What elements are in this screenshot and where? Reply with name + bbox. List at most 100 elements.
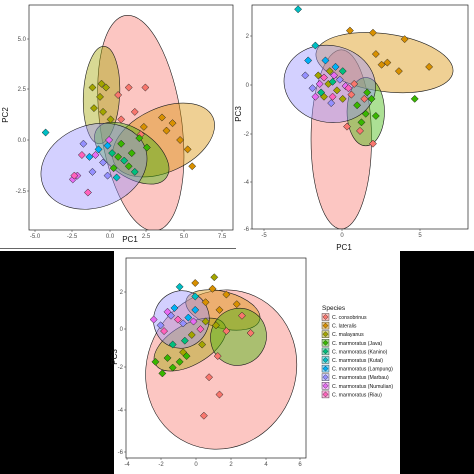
point-c-marmoratus-marbau: [335, 75, 344, 84]
point-c-malayanus: [96, 92, 104, 101]
point-c-lateralis: [139, 122, 148, 131]
legend-label: C. consobrinus: [332, 315, 367, 321]
x-tick-label: 0: [340, 233, 344, 239]
point-c-lateralis: [394, 67, 403, 76]
point-c-marmoratus-java: [114, 152, 123, 161]
point-c-malayanus: [210, 273, 219, 282]
y-tick-label: -2.5: [16, 189, 27, 195]
y-tick-label: 2: [120, 290, 124, 296]
x-tick-label: 0.0: [106, 234, 115, 240]
point-c-marmoratus-kutai: [112, 173, 121, 182]
point-c-lateralis: [158, 113, 166, 122]
y-tick-label: -2: [118, 365, 124, 371]
legend-item: C. lateralis: [321, 321, 357, 330]
point-c-marmoratus-marbau: [88, 167, 97, 176]
x-tick-label: 5.0: [180, 234, 189, 240]
point-c-marmoratus-lampung: [94, 145, 103, 154]
point-c-marmoratus-lampung: [331, 62, 340, 71]
legend-marker-diamond: [322, 365, 329, 372]
point-c-consobrinus: [130, 107, 139, 116]
point-c-consobrinus: [343, 122, 351, 131]
point-c-marmoratus-lampung: [184, 313, 193, 322]
point-c-marmoratus-java: [410, 94, 419, 103]
point-c-marmoratus-kutai: [41, 128, 50, 137]
point-c-marmoratus-lampung: [191, 305, 200, 314]
legend-marker-diamond: [322, 391, 329, 398]
point-c-lateralis: [369, 28, 377, 37]
point-c-marmoratus-java: [168, 363, 177, 372]
point-c-marmoratus-java: [142, 143, 151, 152]
point-c-marmoratus-kanino: [317, 88, 326, 97]
y-tick-label: -2: [244, 132, 250, 138]
y-tick-label: 0.0: [18, 138, 27, 144]
point-c-marmoratus-marbau: [156, 321, 165, 330]
y-tick-label: 0: [246, 83, 250, 89]
point-c-marmoratus-riau: [344, 84, 353, 93]
legend-marker-diamond: [322, 382, 329, 389]
point-c-marmoratus-marbau: [99, 158, 107, 167]
point-c-consobrinus: [360, 94, 369, 103]
plot-background: [252, 5, 468, 229]
legend-item: C. consobrinus: [321, 313, 367, 321]
point-c-malayanus: [198, 340, 207, 349]
point-c-consobrinus: [114, 91, 123, 99]
x-axis-label: PC1: [336, 243, 352, 252]
legend-label: C. marmoratus (Kutai): [332, 358, 383, 364]
black-margin-left: [0, 251, 114, 474]
point-c-marmoratus-java: [363, 88, 372, 97]
point-c-marmoratus-riau: [70, 171, 79, 180]
point-c-marmoratus-java: [182, 352, 191, 361]
point-c-marmoratus-lampung: [321, 56, 330, 65]
point-c-marmoratus-lampung: [103, 141, 112, 150]
point-c-malayanus: [88, 83, 97, 92]
point-c-consobrinus: [246, 329, 255, 337]
point-c-marmoratus-riau: [196, 325, 205, 334]
point-c-malayanus: [314, 71, 323, 80]
point-c-marmoratus-java: [109, 164, 118, 173]
legend-marker-diamond: [322, 331, 329, 338]
point-c-malayanus: [325, 67, 334, 76]
plot-background: [29, 5, 233, 230]
point-c-marmoratus-numulian: [91, 151, 100, 159]
point-c-marmoratus-marbau: [179, 319, 188, 328]
point-c-marmoratus-marbau: [308, 84, 317, 93]
point-c-marmoratus-kutai: [294, 5, 303, 14]
point-c-marmoratus-numulian: [330, 71, 339, 80]
y-tick-label: -4: [118, 408, 124, 414]
point-c-consobrinus: [205, 373, 214, 382]
legend-label: C. marmoratus (Java): [332, 341, 382, 347]
point-c-marmoratus-lampung: [170, 304, 179, 312]
point-c-lateralis: [371, 50, 380, 59]
point-c-marmoratus-kanino: [108, 149, 117, 158]
point-c-consobrinus: [199, 411, 208, 420]
legend-label: C. malayanus: [332, 332, 364, 338]
point-c-consobrinus: [350, 79, 359, 88]
y-tick-label: -6: [244, 227, 250, 233]
x-tick-label: -5: [261, 233, 267, 239]
point-c-marmoratus-kanino: [120, 156, 129, 165]
point-c-marmoratus-numulian: [149, 315, 158, 324]
x-tick-label: -2.5: [67, 234, 78, 240]
point-c-marmoratus-java: [361, 109, 370, 118]
point-c-consobrinus: [347, 90, 356, 99]
point-c-marmoratus-riau: [328, 92, 337, 101]
point-c-marmoratus-java: [367, 94, 376, 103]
point-c-marmoratus-java: [353, 101, 362, 110]
point-c-marmoratus-java: [124, 162, 133, 171]
ellipse-c-lateralis: [112, 102, 215, 178]
x-tick-label: 2: [229, 462, 233, 468]
point-c-malayanus: [333, 86, 341, 95]
x-tick-label: -4: [124, 462, 130, 468]
point-c-malayanus: [187, 330, 196, 339]
point-c-lateralis: [345, 26, 354, 35]
point-c-consobrinus: [356, 126, 364, 135]
point-c-consobrinus: [124, 83, 133, 92]
point-c-lateralis: [383, 58, 392, 67]
point-c-consobrinus: [117, 115, 126, 124]
point-c-marmoratus-kutai: [311, 41, 320, 50]
y-axis-label: PC2: [1, 107, 10, 123]
point-c-marmoratus-java: [135, 134, 144, 143]
plot-border: [28, 4, 234, 231]
point-c-marmoratus-riau: [173, 315, 182, 324]
